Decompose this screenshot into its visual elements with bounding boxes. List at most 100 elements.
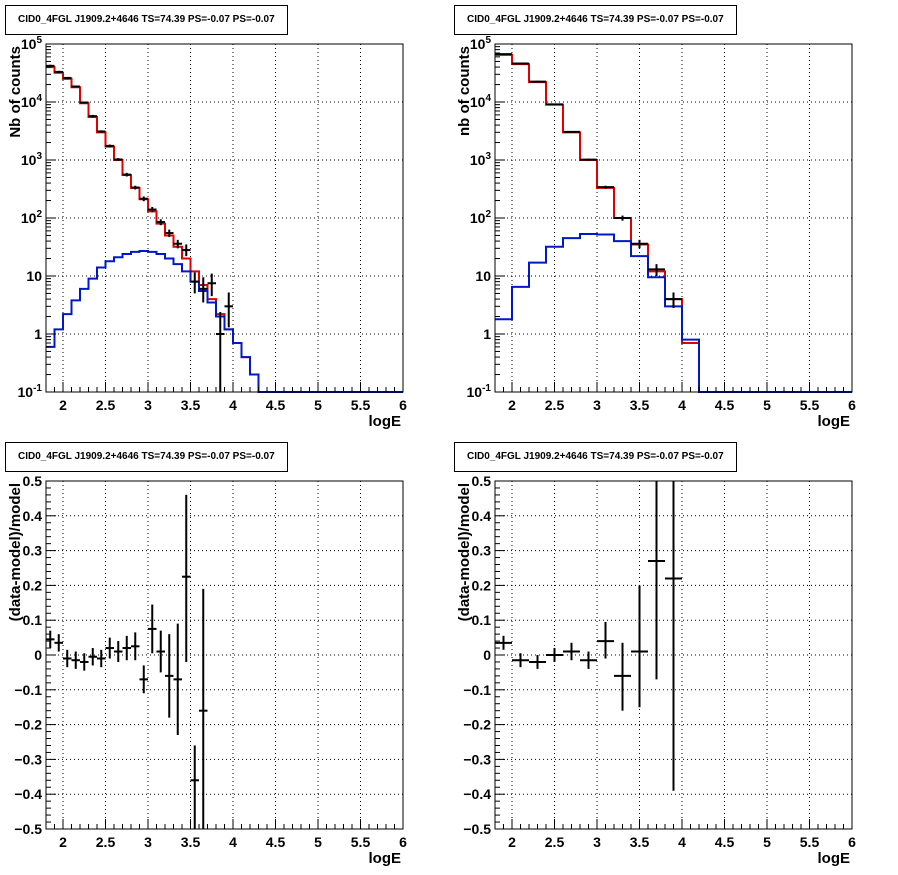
- grid: [46, 44, 403, 392]
- data-point: [71, 651, 80, 669]
- data-point: [495, 53, 512, 56]
- pad-counts-left: 2 2.5 3 3.5 4 4.5 5 5.5 6 logE 10-1 1 10 102 103 104 105…: [0, 0, 449, 437]
- data-point: [139, 196, 148, 202]
- x-axis-label: logE: [369, 413, 402, 430]
- x-tick-label: 5: [763, 397, 771, 413]
- x-tick-label: 3: [593, 397, 601, 413]
- pad-residual-left: 2 2.5 3 3.5 4 4.5 5 5.5 6 logE −0.5 −0.4 −0.3 −0.2 −0.…: [0, 437, 449, 874]
- x-tick-label: 3.5: [630, 834, 650, 850]
- data-point: [631, 585, 648, 708]
- x-tick-label: 4.5: [266, 834, 286, 850]
- y-tick-label: 10-1: [467, 383, 492, 400]
- data-point: [648, 481, 665, 680]
- data-point: [54, 634, 63, 652]
- data-point: [597, 185, 614, 189]
- grid: [495, 44, 852, 392]
- data-point: [148, 604, 157, 654]
- y-tick-label: −0.3: [14, 751, 42, 767]
- data-point: [546, 103, 563, 106]
- data-point: [563, 642, 580, 661]
- data-point: [495, 635, 512, 650]
- y-axis: −0.5 −0.4 −0.3 −0.2 −0.1 0 0.1 0.2 0.3 0.4 0.5(dat…: [7, 473, 56, 837]
- x-tick-label: 6: [848, 834, 856, 850]
- data-point: [199, 277, 208, 303]
- x-tick-label: 4.5: [715, 834, 735, 850]
- data-point: [580, 651, 597, 669]
- y-tick-label: 104: [21, 93, 43, 110]
- data-point: [88, 648, 97, 666]
- x-tick-label: 2: [59, 397, 67, 413]
- x-axis-label: logE: [369, 850, 402, 867]
- y-tick-label: 105: [470, 35, 492, 52]
- y-axis: −0.5 −0.4 −0.3 −0.2 −0.1 0 0.1 0.2 0.3 0.4 0.5(dat…: [456, 473, 505, 837]
- data-point: [165, 634, 174, 718]
- plot-frame: [45, 43, 404, 393]
- x-tick-label: 4: [229, 397, 237, 413]
- data-point: [80, 653, 89, 671]
- data-point: [512, 653, 529, 668]
- x-tick-label: 2.5: [96, 397, 116, 413]
- pad-residual-right: 2 2.5 3 3.5 4 4.5 5 5.5 6 logE −0.5 −0.4 −0.3 −0.2 −0.…: [449, 437, 898, 874]
- plot-area: [495, 481, 682, 791]
- y-tick-label: −0.1: [463, 682, 491, 698]
- pad-title: CID0_4FGL J1909.2+4646 TS=74.39 PS=-0.07…: [5, 442, 288, 472]
- data-point: [173, 239, 182, 249]
- y-tick-label: 10-1: [18, 383, 43, 400]
- plot-area: [495, 53, 852, 393]
- data-point: [165, 229, 174, 238]
- y-tick-label: −0.1: [14, 682, 42, 698]
- y-tick-label: −0.4: [463, 786, 491, 802]
- x-tick-label: 2.5: [545, 397, 565, 413]
- pad-title: CID0_4FGL J1909.2+4646 TS=74.39 PS=-0.07…: [454, 5, 737, 35]
- model-step-line: [46, 66, 403, 393]
- plot-frame: [494, 43, 853, 393]
- y-tick-label: 1: [483, 326, 491, 342]
- x-tick-label: 6: [848, 397, 856, 413]
- data-point: [88, 114, 97, 118]
- y-tick-label: 10: [26, 268, 42, 284]
- data-point: [131, 632, 140, 661]
- component-step-line: [495, 232, 852, 393]
- x-tick-label: 6: [399, 397, 407, 413]
- y-tick-label: 0.3: [472, 543, 492, 559]
- x-tick-label: 5.5: [800, 834, 820, 850]
- y-tick-label: 103: [470, 151, 492, 168]
- chart-residual-left: 2 2.5 3 3.5 4 4.5 5 5.5 6logE−0.5−0.4−0.3−0.2−0.…: [7, 473, 407, 867]
- data-point: [122, 172, 131, 177]
- y-tick-label: −0.2: [463, 717, 491, 733]
- data-point: [156, 219, 165, 226]
- data-point: [173, 623, 182, 736]
- y-tick-label: 0.2: [472, 577, 492, 593]
- x-tick-label: 3.5: [181, 397, 201, 413]
- x-tick-label: 4: [678, 834, 686, 850]
- x-tick-label: 3: [593, 834, 601, 850]
- y-tick-label: 104: [470, 93, 492, 110]
- x-tick-label: 3.5: [630, 397, 650, 413]
- y-tick-label: 105: [21, 35, 43, 52]
- grid: [46, 481, 403, 829]
- data-point: [105, 144, 114, 148]
- data-point: [665, 292, 682, 309]
- y-tick-label: 0: [483, 647, 491, 663]
- data-point: [114, 641, 123, 662]
- x-tick-label: 4: [229, 834, 237, 850]
- data-point: [122, 635, 131, 661]
- pad-title: CID0_4FGL J1909.2+4646 TS=74.39 PS=-0.07…: [454, 442, 737, 472]
- data-point: [546, 648, 563, 662]
- x-tick-label: 3: [144, 834, 152, 850]
- pad-counts-right: 2 2.5 3 3.5 4 4.5 5 5.5 6 logE 10-1 1 10 102 103 104 105…: [449, 0, 898, 437]
- x-tick-label: 3: [144, 397, 152, 413]
- data-point: [97, 649, 106, 668]
- data-point: [563, 130, 580, 133]
- y-tick-label: −0.2: [14, 717, 42, 733]
- data-point: [71, 85, 80, 88]
- x-tick-label: 3.5: [181, 834, 201, 850]
- data-point: [199, 588, 208, 829]
- y-tick-label: 10: [475, 268, 491, 284]
